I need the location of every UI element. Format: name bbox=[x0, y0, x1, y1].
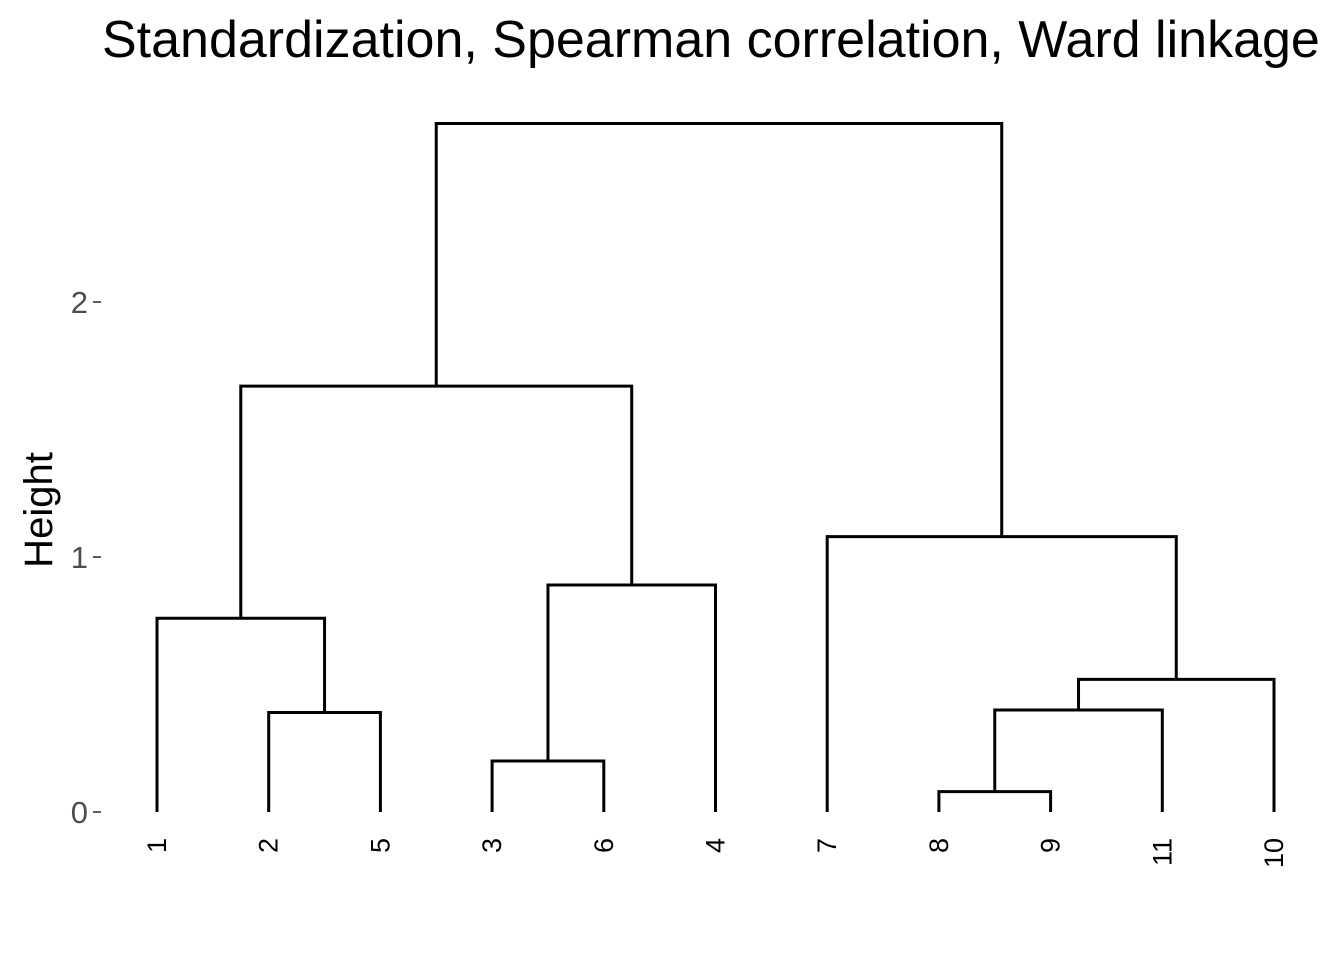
leaf-label-2: 2 bbox=[254, 838, 284, 853]
leaf-label-8: 8 bbox=[924, 838, 954, 853]
link-m2 bbox=[490, 759, 606, 812]
link-m8 bbox=[825, 535, 1178, 812]
link-m5 bbox=[1077, 677, 1276, 812]
link-m6 bbox=[155, 616, 327, 812]
leaf-label-5: 5 bbox=[365, 838, 395, 853]
leaf-label-3: 3 bbox=[477, 838, 507, 853]
link-m7 bbox=[546, 583, 717, 812]
leaf-label-6: 6 bbox=[589, 838, 619, 853]
leaf-label-10: 10 bbox=[1259, 838, 1289, 868]
leaf-labels: 1 2 5 3 6 4 7 8 9 11 10 bbox=[142, 838, 1289, 868]
y-axis-label: Height bbox=[17, 452, 61, 568]
leaf-label-1: 1 bbox=[142, 838, 172, 853]
y-axis: 0 1 2 bbox=[71, 285, 101, 830]
link-m1 bbox=[937, 790, 1053, 812]
y-tick-label-0: 0 bbox=[71, 795, 88, 830]
leaf-label-9: 9 bbox=[1036, 838, 1066, 853]
y-tick-label-1: 1 bbox=[71, 540, 88, 575]
link-m3 bbox=[267, 711, 382, 812]
leaf-label-11: 11 bbox=[1147, 838, 1177, 866]
dendrogram-links bbox=[155, 122, 1276, 812]
link-m10 bbox=[434, 122, 1004, 537]
y-tick-label-2: 2 bbox=[71, 285, 88, 320]
leaf-label-4: 4 bbox=[701, 838, 731, 853]
link-m9 bbox=[239, 384, 634, 619]
leaf-label-7: 7 bbox=[812, 838, 842, 853]
chart-title: Standardization, Spearman correlation, W… bbox=[102, 11, 1320, 69]
link-m4 bbox=[993, 708, 1164, 812]
